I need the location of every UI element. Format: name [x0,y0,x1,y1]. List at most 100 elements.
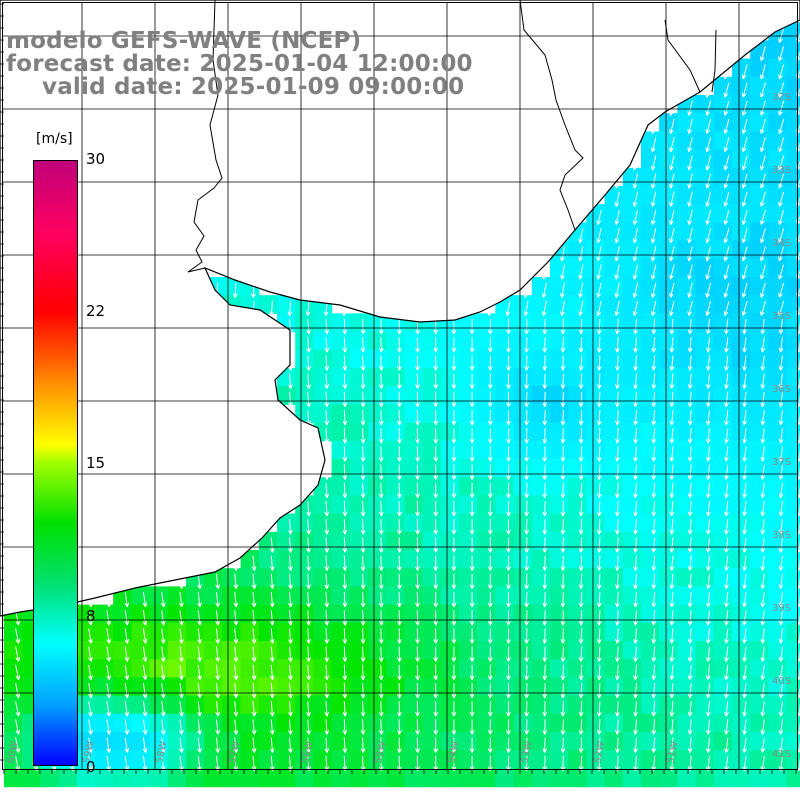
wind-arrow [524,646,530,662]
wind-arrow [378,591,384,608]
wind-cell [477,386,496,405]
wind-cell [368,659,387,678]
wind-arrow [596,264,602,280]
wind-cell [349,495,369,515]
wind-cell [349,513,369,533]
wind-cell [368,440,387,460]
wind-cell [622,568,642,587]
wind-cell [459,622,478,642]
wind-arrow [687,137,693,153]
wind-arrow [723,137,730,153]
wind-arrow [741,137,748,153]
wind-cell [695,204,715,223]
wind-arrow [724,428,729,444]
wind-cell [604,768,624,788]
wind-cell [277,586,296,606]
wind-arrow [342,737,348,753]
wind-cell [550,295,569,314]
wind-cell [750,459,769,478]
wind-cell [750,732,769,751]
wind-arrow [396,318,402,335]
wind-arrow [633,337,639,353]
wind-cell [477,732,496,751]
wind-arrow [778,646,784,662]
wind-arrow [560,610,566,626]
wind-arrow [215,628,221,644]
wind-arrow [651,391,657,408]
wind-arrow [542,573,548,590]
wind-arrow [633,737,639,753]
wind-cell [313,531,333,551]
wind-cell [440,531,460,551]
wind-cell [459,459,478,478]
wind-arrow [142,701,148,717]
wind-arrow [615,409,620,426]
wind-arrow [396,391,402,408]
wind-arrow [760,246,766,262]
wind-cell [459,440,478,460]
wind-arrow [687,664,693,681]
wind-cell [386,550,405,569]
wind-cell [550,422,569,442]
wind-arrow [614,246,620,262]
wind-cell [349,313,369,333]
wind-cell [386,586,405,606]
wind-arrow [415,737,420,753]
wind-arrow [342,555,348,571]
wind-arrow [506,701,511,717]
wind-arrow [433,555,439,571]
wind-cell [659,149,678,169]
wind-arrow [741,100,748,116]
wind-arrow [669,628,675,644]
wind-cell [513,531,533,551]
wind-cell [695,258,715,278]
wind-cell [768,204,788,223]
wind-cell [568,459,587,478]
wind-cell [622,659,642,678]
wind-arrow [705,82,712,98]
wind-cell [531,422,551,442]
wind-arrow [742,555,748,571]
wind-cell [677,477,697,496]
wind-arrow [378,428,384,444]
wind-arrow [742,337,748,353]
wind-arrow [650,191,657,207]
wind-arrow [651,591,657,608]
wind-cell [586,295,606,314]
wind-arrow [178,628,184,644]
wind-cell [641,768,660,788]
wind-arrow [469,737,475,753]
wind-arrow [269,537,275,553]
wind-cell [167,750,187,769]
wind-arrow [487,555,493,571]
wind-cell [531,404,551,424]
wind-arrow [615,318,620,335]
wind-arrow [287,373,293,389]
wind-cell [204,713,223,733]
wind-arrow [724,755,729,772]
wind-arrow [650,282,657,298]
wind-cell [531,604,551,624]
wind-cell [768,531,788,551]
wind-cell [677,568,697,587]
wind-arrow [106,719,112,735]
wind-cell [167,659,187,678]
wind-cell [295,586,314,606]
wind-cell [713,732,733,751]
wind-cell [641,313,660,333]
wind-cell [768,58,788,78]
wind-cell [531,513,551,533]
wind-arrow [324,701,330,717]
wind-arrow [232,282,238,298]
wind-arrow [724,519,729,535]
wind-arrow [378,755,384,772]
wind-cell [459,604,478,624]
wind-arrow [687,591,693,608]
wind-cell [622,349,642,369]
wind-arrow [233,610,239,626]
wind-arrow [651,428,657,444]
wind-arrow [541,264,547,280]
wind-arrow [596,391,602,408]
wind-arrow [15,701,21,717]
wind-arrow [178,737,184,753]
